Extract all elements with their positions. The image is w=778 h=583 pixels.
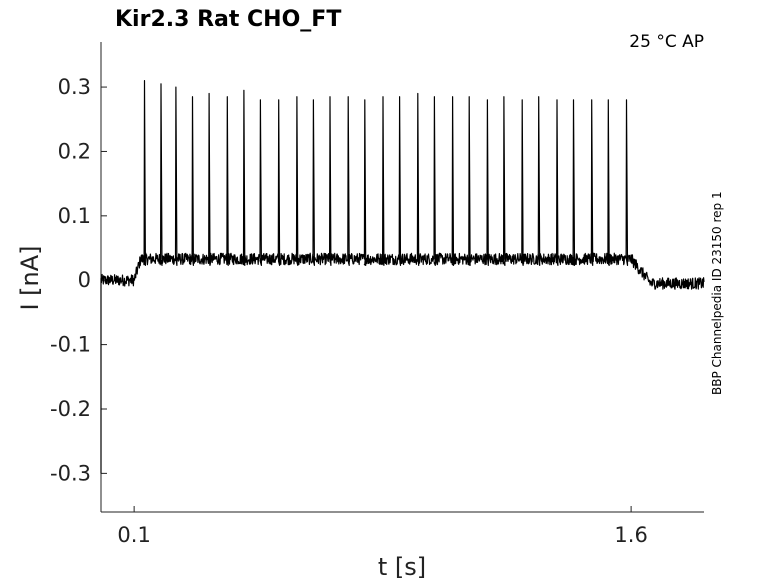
y-tick-label: -0.2 [50, 397, 91, 421]
chart-condition-label: 25 °C AP [629, 32, 704, 52]
y-tick-label: -0.3 [50, 461, 91, 485]
series-group [100, 80, 705, 474]
x-axis-label: t [s] [378, 553, 426, 581]
x-tick-label: 1.6 [614, 523, 647, 547]
y-tick-label: 0.3 [58, 75, 91, 99]
current-trace-line [100, 80, 705, 474]
y-tick-label: -0.1 [50, 333, 91, 357]
axes [100, 42, 704, 513]
y-tick-label: 0 [78, 268, 91, 292]
y-tick-label: 0.1 [58, 204, 91, 228]
ticks: 0.3 0.2 0.1 0 -0.1 -0.2 -0.3 0.1 1.6 [50, 75, 648, 547]
chart-side-note: BBP Channelpedia ID 23150 rep 1 [710, 191, 724, 395]
chart-title: Kir2.3 Rat CHO_FT [115, 7, 341, 32]
x-tick-label: 0.1 [117, 523, 150, 547]
y-tick-label: 0.2 [58, 139, 91, 163]
y-axis-label: I [nA] [16, 245, 44, 310]
